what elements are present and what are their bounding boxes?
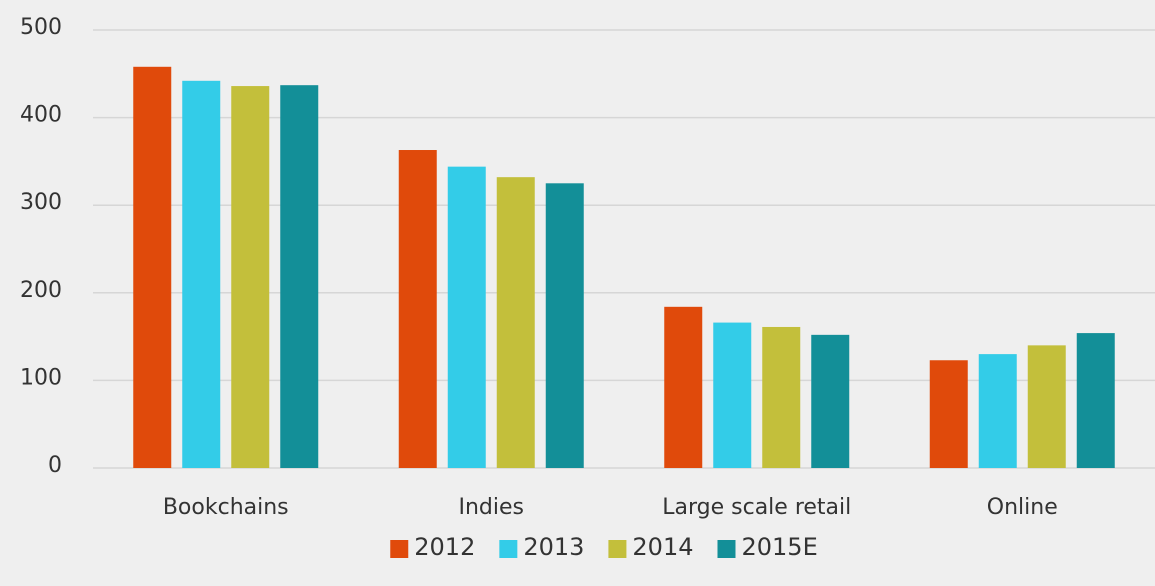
bar [1027, 345, 1066, 468]
bar [398, 150, 437, 468]
legend-label: 2015E [741, 533, 817, 561]
bar [929, 360, 968, 468]
bar [447, 166, 486, 468]
bar [978, 354, 1017, 468]
bar [811, 334, 850, 468]
legend-label: 2014 [632, 533, 693, 561]
bar [545, 183, 584, 469]
bar [713, 322, 752, 468]
bar [231, 86, 270, 469]
bar [496, 177, 535, 468]
x-tick-label: Indies [458, 495, 524, 520]
bar [133, 66, 172, 469]
y-tick-label: 400 [20, 103, 62, 128]
y-tick-label: 0 [48, 453, 62, 478]
x-tick-label: Online [987, 495, 1058, 520]
bar [182, 80, 221, 469]
legend-label: 2012 [414, 533, 475, 561]
y-tick-label: 500 [20, 15, 62, 40]
y-tick-label: 100 [20, 365, 62, 390]
y-tick-label: 200 [20, 278, 62, 303]
bar [1076, 333, 1115, 468]
bar [280, 85, 319, 469]
bar [664, 306, 703, 468]
x-tick-label: Large scale retail [662, 495, 851, 520]
legend: 2012 2013 2014 2015E [390, 533, 818, 561]
bar [762, 326, 801, 468]
x-tick-label: Bookchains [163, 495, 289, 520]
legend-swatch [499, 540, 518, 558]
legend-swatch [608, 540, 627, 558]
y-tick-label: 300 [20, 190, 62, 215]
legend-swatch [390, 540, 409, 558]
legend-label: 2013 [523, 533, 584, 561]
legend-swatch [717, 540, 736, 558]
